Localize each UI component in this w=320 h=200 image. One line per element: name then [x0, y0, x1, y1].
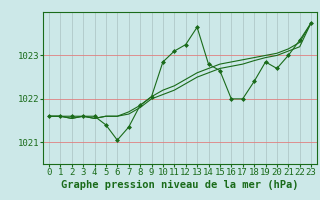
- X-axis label: Graphe pression niveau de la mer (hPa): Graphe pression niveau de la mer (hPa): [61, 180, 299, 190]
